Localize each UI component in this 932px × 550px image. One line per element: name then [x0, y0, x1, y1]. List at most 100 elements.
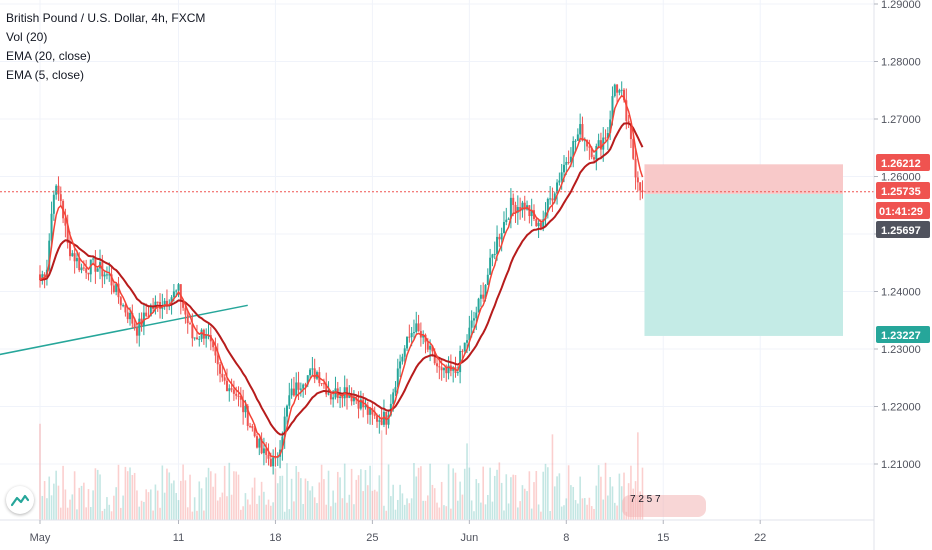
volume-bar	[147, 492, 150, 520]
candle-body	[461, 350, 464, 352]
candle-body	[283, 416, 286, 437]
position-tool[interactable]	[644, 164, 843, 336]
volume-bar	[505, 474, 508, 520]
volume-bar	[323, 479, 325, 520]
ema20-indicator-label[interactable]: EMA (20, close)	[6, 49, 91, 63]
volume-bar	[64, 489, 67, 520]
volume-bar	[366, 485, 369, 520]
volume-bar	[87, 489, 90, 520]
volume-bar	[613, 502, 616, 520]
candle-body	[496, 236, 499, 254]
volume-bar	[339, 477, 341, 520]
candle-body	[556, 182, 559, 194]
volume-bar	[553, 486, 556, 520]
candle-body	[265, 448, 268, 455]
volume-bar	[487, 494, 489, 520]
countdown-tag: 01:41:29	[876, 202, 930, 219]
volume-bar	[390, 496, 392, 520]
volume-bar	[260, 481, 263, 520]
volume-bar	[410, 498, 413, 520]
candle-body	[516, 207, 519, 213]
volume-bar	[408, 503, 411, 520]
volume-bar	[166, 468, 168, 520]
candle-body	[242, 399, 245, 413]
candle-body	[255, 436, 258, 448]
ema5-indicator-label[interactable]: EMA (5, close)	[6, 68, 85, 82]
volume-bar	[556, 476, 558, 520]
candle-body	[371, 408, 374, 415]
volume-bar	[427, 495, 429, 520]
volume-bar	[327, 470, 330, 520]
trendline[interactable]	[0, 304, 248, 356]
volume-bar	[313, 497, 316, 520]
volume-bar	[445, 506, 448, 520]
candle-body	[613, 84, 616, 97]
time-axis[interactable]: May 11 18 25 Jun 8 15 22	[30, 520, 767, 544]
volume-bar	[602, 499, 605, 520]
candle-body	[339, 396, 342, 398]
volume-bar	[191, 511, 194, 520]
candle-body	[69, 242, 72, 257]
price-tick-label: 1.21000	[881, 459, 921, 471]
candle-body	[267, 454, 270, 459]
future-labels-bg	[622, 495, 706, 517]
volume-bar	[378, 475, 381, 520]
candle-body	[426, 342, 429, 350]
volume-bar	[496, 469, 498, 520]
candle-body	[412, 332, 415, 334]
volume-bar	[71, 494, 74, 520]
future-labels-text: 7 2 5 7	[630, 494, 661, 505]
candle-body	[599, 140, 602, 150]
volume-bar	[106, 497, 108, 520]
candle-body	[410, 333, 413, 338]
volume-bar	[115, 487, 117, 520]
candle-body	[193, 337, 196, 339]
volume-bar	[597, 465, 600, 520]
candle-body	[251, 426, 254, 429]
candle-body	[253, 428, 256, 437]
volume-bar	[343, 463, 346, 520]
candle-body	[489, 257, 492, 275]
volume-bar	[364, 470, 367, 520]
volume-bar	[604, 462, 607, 520]
candle-body	[288, 395, 291, 406]
candle-body	[590, 147, 593, 158]
candle-body	[445, 367, 448, 374]
candle-body	[75, 258, 78, 262]
candle-body	[214, 347, 217, 356]
volume-bar	[452, 468, 454, 520]
volume-bar	[249, 504, 251, 520]
volume-bar	[572, 486, 575, 520]
volume-bar	[43, 481, 46, 520]
take-profit-zone[interactable]	[644, 193, 843, 336]
candle-body	[574, 140, 577, 142]
volume-bar	[263, 491, 265, 520]
candle-body	[184, 307, 187, 315]
volume-bar	[316, 503, 318, 520]
candle-body	[523, 202, 526, 210]
volume-bar	[334, 502, 337, 520]
volume-indicator-label[interactable]: Vol (20)	[6, 30, 48, 44]
candle-body	[447, 365, 450, 374]
tradingview-logo[interactable]	[6, 486, 34, 514]
candle-body	[55, 185, 58, 195]
candle-body	[482, 294, 485, 299]
countdown-tag-bg	[876, 202, 930, 219]
volume-bar	[311, 486, 314, 520]
candle-body	[459, 350, 462, 373]
volume-bar	[447, 464, 450, 520]
volume-bar	[567, 465, 570, 520]
stop-tag-text: 1.26212	[881, 158, 921, 170]
volume-bar	[537, 504, 540, 520]
volume-bar	[228, 462, 231, 520]
current-price-tag: 1.25735	[876, 182, 930, 199]
candle-body	[108, 274, 111, 276]
candle-body	[325, 383, 328, 395]
symbol-title[interactable]: British Pound / U.S. Dollar, 4h, FXCM	[6, 11, 206, 25]
candle-body	[39, 274, 41, 281]
candle-body	[429, 345, 432, 350]
volume-bar	[304, 478, 307, 520]
candle-body	[373, 414, 376, 416]
stop-loss-zone[interactable]	[644, 164, 843, 194]
